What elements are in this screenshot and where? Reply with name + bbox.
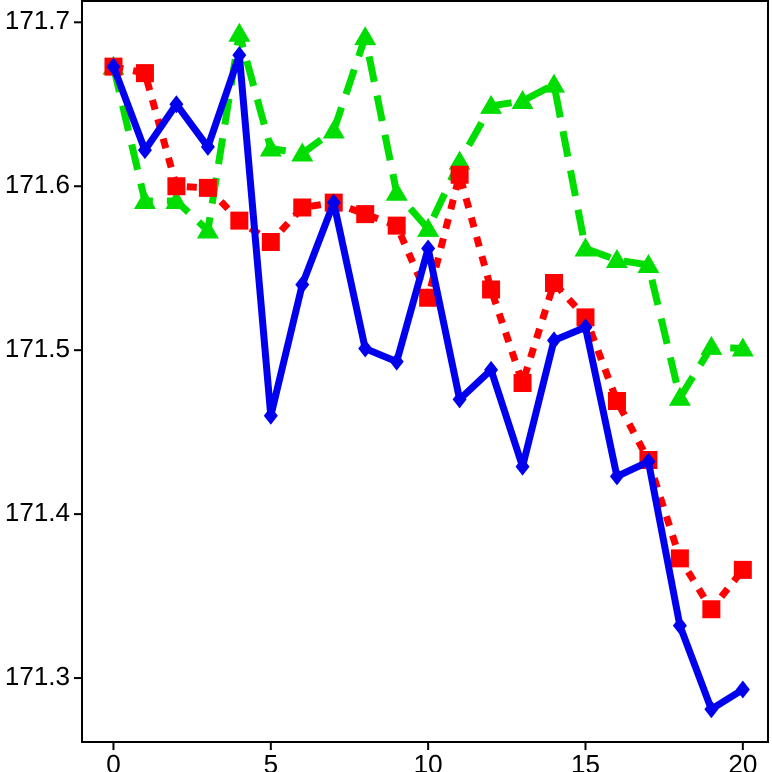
data-point — [196, 219, 219, 239]
data-point — [702, 600, 721, 619]
data-point — [731, 337, 754, 357]
data-point — [700, 335, 723, 355]
x-tick-label: 0 — [106, 749, 120, 772]
series-line — [110, 30, 744, 402]
data-point — [607, 392, 626, 411]
data-point — [259, 137, 282, 157]
data-point — [672, 616, 687, 635]
data-point — [230, 211, 249, 230]
data-point — [135, 64, 154, 83]
x-tick-label: 5 — [264, 749, 278, 772]
data-point — [448, 150, 471, 170]
data-point — [668, 386, 691, 406]
data-point — [450, 165, 469, 184]
data-point — [704, 700, 719, 719]
data-point — [578, 318, 593, 337]
data-point — [167, 177, 186, 196]
x-tick-label: 20 — [728, 749, 757, 772]
data-point — [484, 360, 499, 379]
data-point — [228, 22, 251, 42]
data-point — [356, 205, 375, 224]
data-point — [641, 452, 656, 471]
y-tick-label: 171.7 — [5, 5, 70, 35]
data-point — [385, 181, 408, 201]
data-point — [326, 193, 341, 212]
y-tick-label: 171.3 — [5, 661, 70, 691]
data-point — [232, 46, 247, 65]
data-point — [547, 331, 562, 350]
data-point — [106, 57, 121, 76]
data-point — [543, 73, 566, 93]
data-point — [605, 249, 628, 269]
data-point — [482, 280, 501, 299]
data-point — [417, 217, 440, 237]
x-tick-label: 15 — [571, 749, 600, 772]
data-point — [511, 90, 534, 110]
data-point — [389, 352, 404, 371]
data-point — [421, 239, 436, 258]
data-point — [295, 275, 310, 294]
data-point — [637, 253, 660, 273]
data-point — [480, 94, 503, 114]
data-point — [545, 273, 564, 292]
data-point — [322, 119, 345, 139]
data-point — [576, 308, 595, 327]
data-point — [133, 190, 156, 210]
data-point — [513, 373, 532, 392]
data-point — [165, 190, 188, 210]
data-point — [198, 178, 217, 197]
data-point — [358, 339, 373, 358]
data-point — [200, 137, 215, 156]
data-point — [261, 232, 280, 251]
plot-frame — [81, 0, 769, 743]
data-point — [291, 142, 314, 162]
data-point — [169, 95, 184, 114]
data-point — [609, 467, 624, 486]
y-tick-label: 171.4 — [5, 497, 70, 527]
data-point — [419, 288, 438, 307]
data-point — [293, 198, 312, 217]
x-tick-label: 10 — [414, 749, 443, 772]
data-point — [387, 216, 406, 235]
data-point — [735, 680, 750, 699]
data-point — [733, 560, 752, 579]
data-point — [354, 26, 377, 46]
data-point — [515, 457, 530, 476]
y-tick-label: 171.6 — [5, 169, 70, 199]
data-point — [670, 549, 689, 568]
data-point — [137, 141, 152, 160]
data-point — [452, 390, 467, 409]
data-point — [574, 237, 597, 257]
y-tick-label: 171.5 — [5, 333, 70, 363]
data-point — [263, 406, 278, 425]
